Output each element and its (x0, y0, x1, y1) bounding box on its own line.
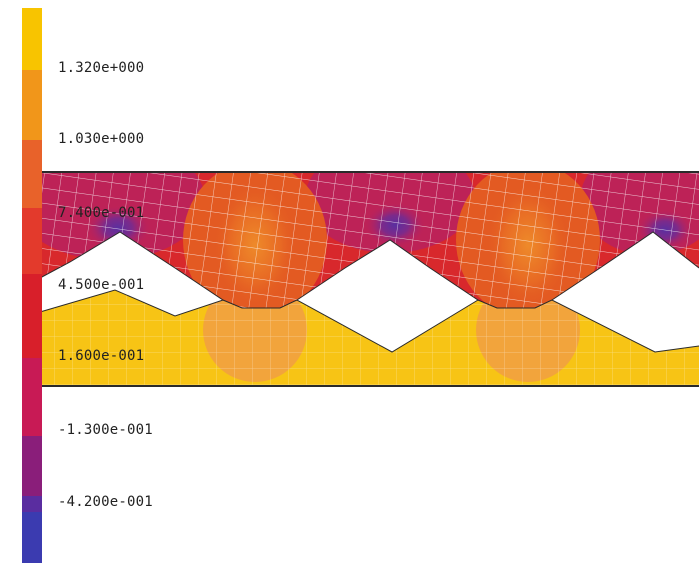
legend-swatch (22, 512, 42, 563)
legend-swatch (22, 436, 42, 496)
legend-swatch (22, 496, 42, 512)
legend-swatch (22, 274, 42, 358)
legend-swatch (22, 208, 42, 274)
legend-swatch (22, 358, 42, 436)
legend-label: 4.500e-001 (58, 277, 145, 293)
legend-swatch (22, 8, 42, 70)
lower-body (39, 289, 699, 387)
legend-label: 1.600e-001 (58, 348, 145, 364)
legend-label: 7.400e-001 (58, 205, 145, 221)
legend-label: -4.200e-001 (58, 494, 153, 510)
legend-label: 1.320e+000 (58, 60, 145, 76)
legend-swatch (22, 70, 42, 140)
legend-label: -1.300e-001 (58, 422, 153, 438)
legend-label: 1.030e+000 (58, 131, 145, 147)
color-legend-bar (22, 8, 42, 563)
legend-swatch (22, 140, 42, 208)
